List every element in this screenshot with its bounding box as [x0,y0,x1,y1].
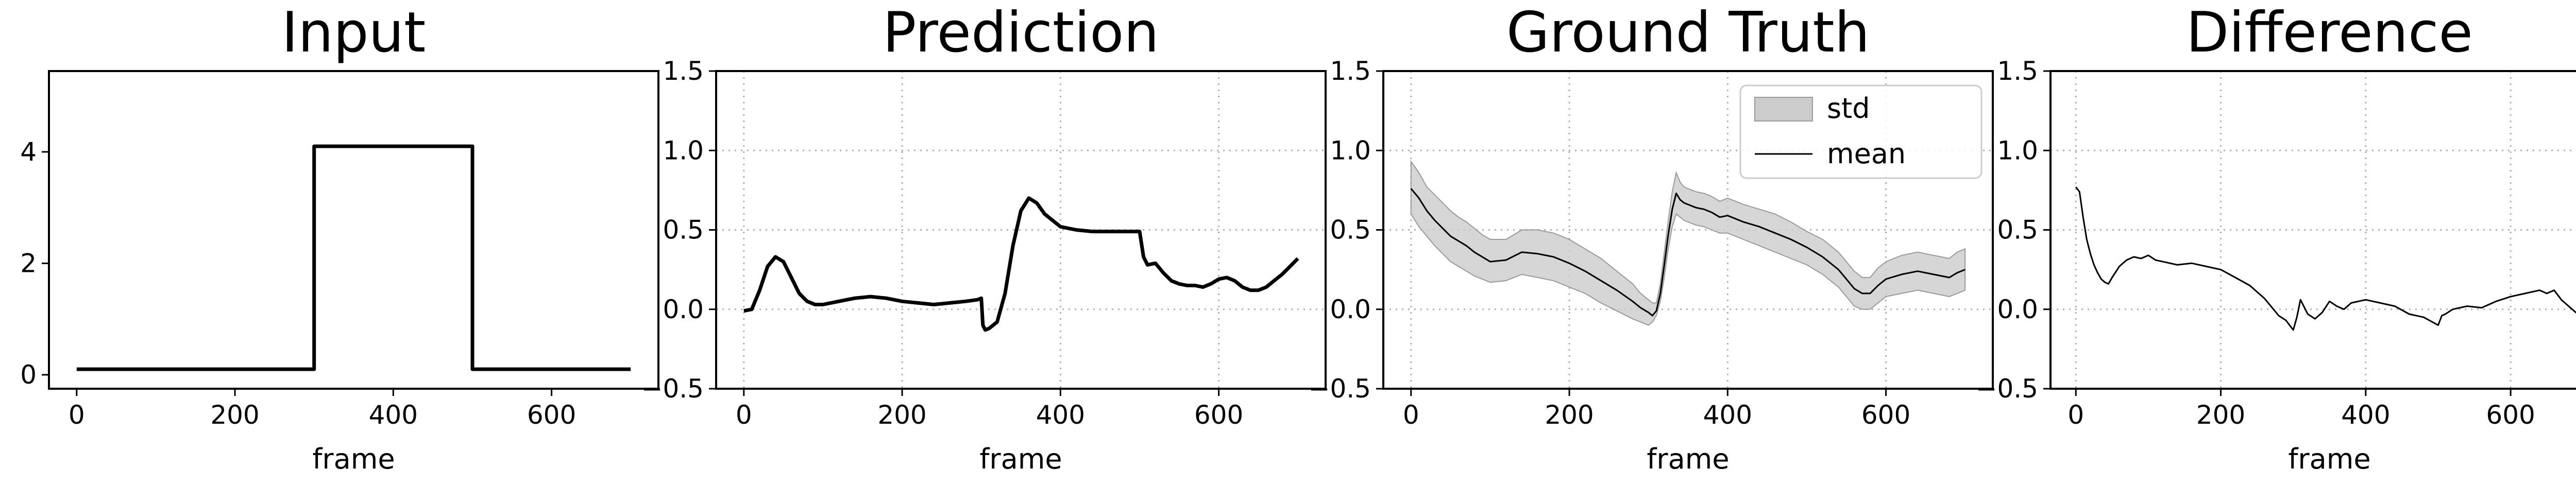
y-tick-label: 1.5 [1330,56,1371,86]
y-tick-label: −0.5 [641,374,704,404]
x-axis-label: frame [312,443,395,475]
chart-title: Input [282,1,426,65]
x-tick-label: 200 [1545,400,1594,430]
legend-label: mean [1827,137,1906,170]
x-tick-label: 600 [527,400,576,430]
y-tick-label: −0.5 [1309,374,1371,404]
x-tick-label: 600 [2486,400,2535,430]
y-tick-label: −0.5 [1976,374,2038,404]
x-tick-label: 400 [2341,400,2390,430]
y-tick-label: 1.5 [663,56,704,86]
legend-swatch-std [1754,97,1813,122]
y-tick-label: 0.5 [1997,215,2038,245]
x-tick-label: 400 [1036,400,1085,430]
y-tick-label: 1.0 [1997,135,2038,165]
x-tick-label: 600 [1194,400,1243,430]
x-tick-label: 200 [210,400,259,430]
x-tick-label: 0 [69,400,85,430]
axes-frame [48,70,659,390]
y-tick-label: 0 [20,360,37,390]
y-tick-label: 0.5 [663,215,704,245]
x-tick-label: 0 [736,400,752,430]
x-axis-label: frame [2288,443,2370,475]
axes-frame [715,70,1327,390]
y-tick-label: 4 [20,137,37,167]
x-axis-label: frame [979,443,1062,475]
y-tick-label: 1.5 [1997,56,2038,86]
x-tick-label: 400 [1703,400,1752,430]
legend-label: std [1827,92,1870,125]
chart-title: Difference [2186,1,2473,65]
subplot-3: 0 200 400 600 −0.5 0.0 0.5 1.0 1.5 Ground Truth fr… [1309,1,1994,475]
y-tick-label: 0.0 [1330,295,1371,324]
y-tick-label: 1.0 [1330,135,1371,165]
y-tick-label: 0.0 [663,295,704,324]
x-tick-label: 200 [877,400,926,430]
series-line [743,196,1299,332]
subplot-4: 0 200 400 600 −0.5 0.0 0.5 1.0 1.5 Difference fram… [1976,1,2576,475]
x-tick-label: 600 [1861,400,1910,430]
y-tick-label: 0.5 [1330,215,1371,245]
subplot-1: 0 200 400 600 0 2 4 Input frame [20,1,659,475]
std-band [1410,160,1966,326]
subplot-2: 0 200 400 600 −0.5 0.0 0.5 1.0 1.5 Prediction fram… [641,1,1327,475]
x-tick-label: 0 [2067,400,2084,430]
chart-title: Ground Truth [1506,1,1870,65]
x-tick-label: 400 [369,400,418,430]
series-line [2075,186,2576,331]
y-tick-label: 1.0 [663,135,704,165]
chart-title: Prediction [883,1,1159,65]
series-line [76,144,631,371]
y-tick-label: 2 [20,248,37,278]
x-tick-label: 200 [2196,400,2245,430]
x-axis-label: frame [1647,443,1729,475]
series-line-mean [1410,188,1965,317]
x-tick-label: 0 [1403,400,1419,430]
y-tick-label: 0.0 [1997,295,2038,324]
